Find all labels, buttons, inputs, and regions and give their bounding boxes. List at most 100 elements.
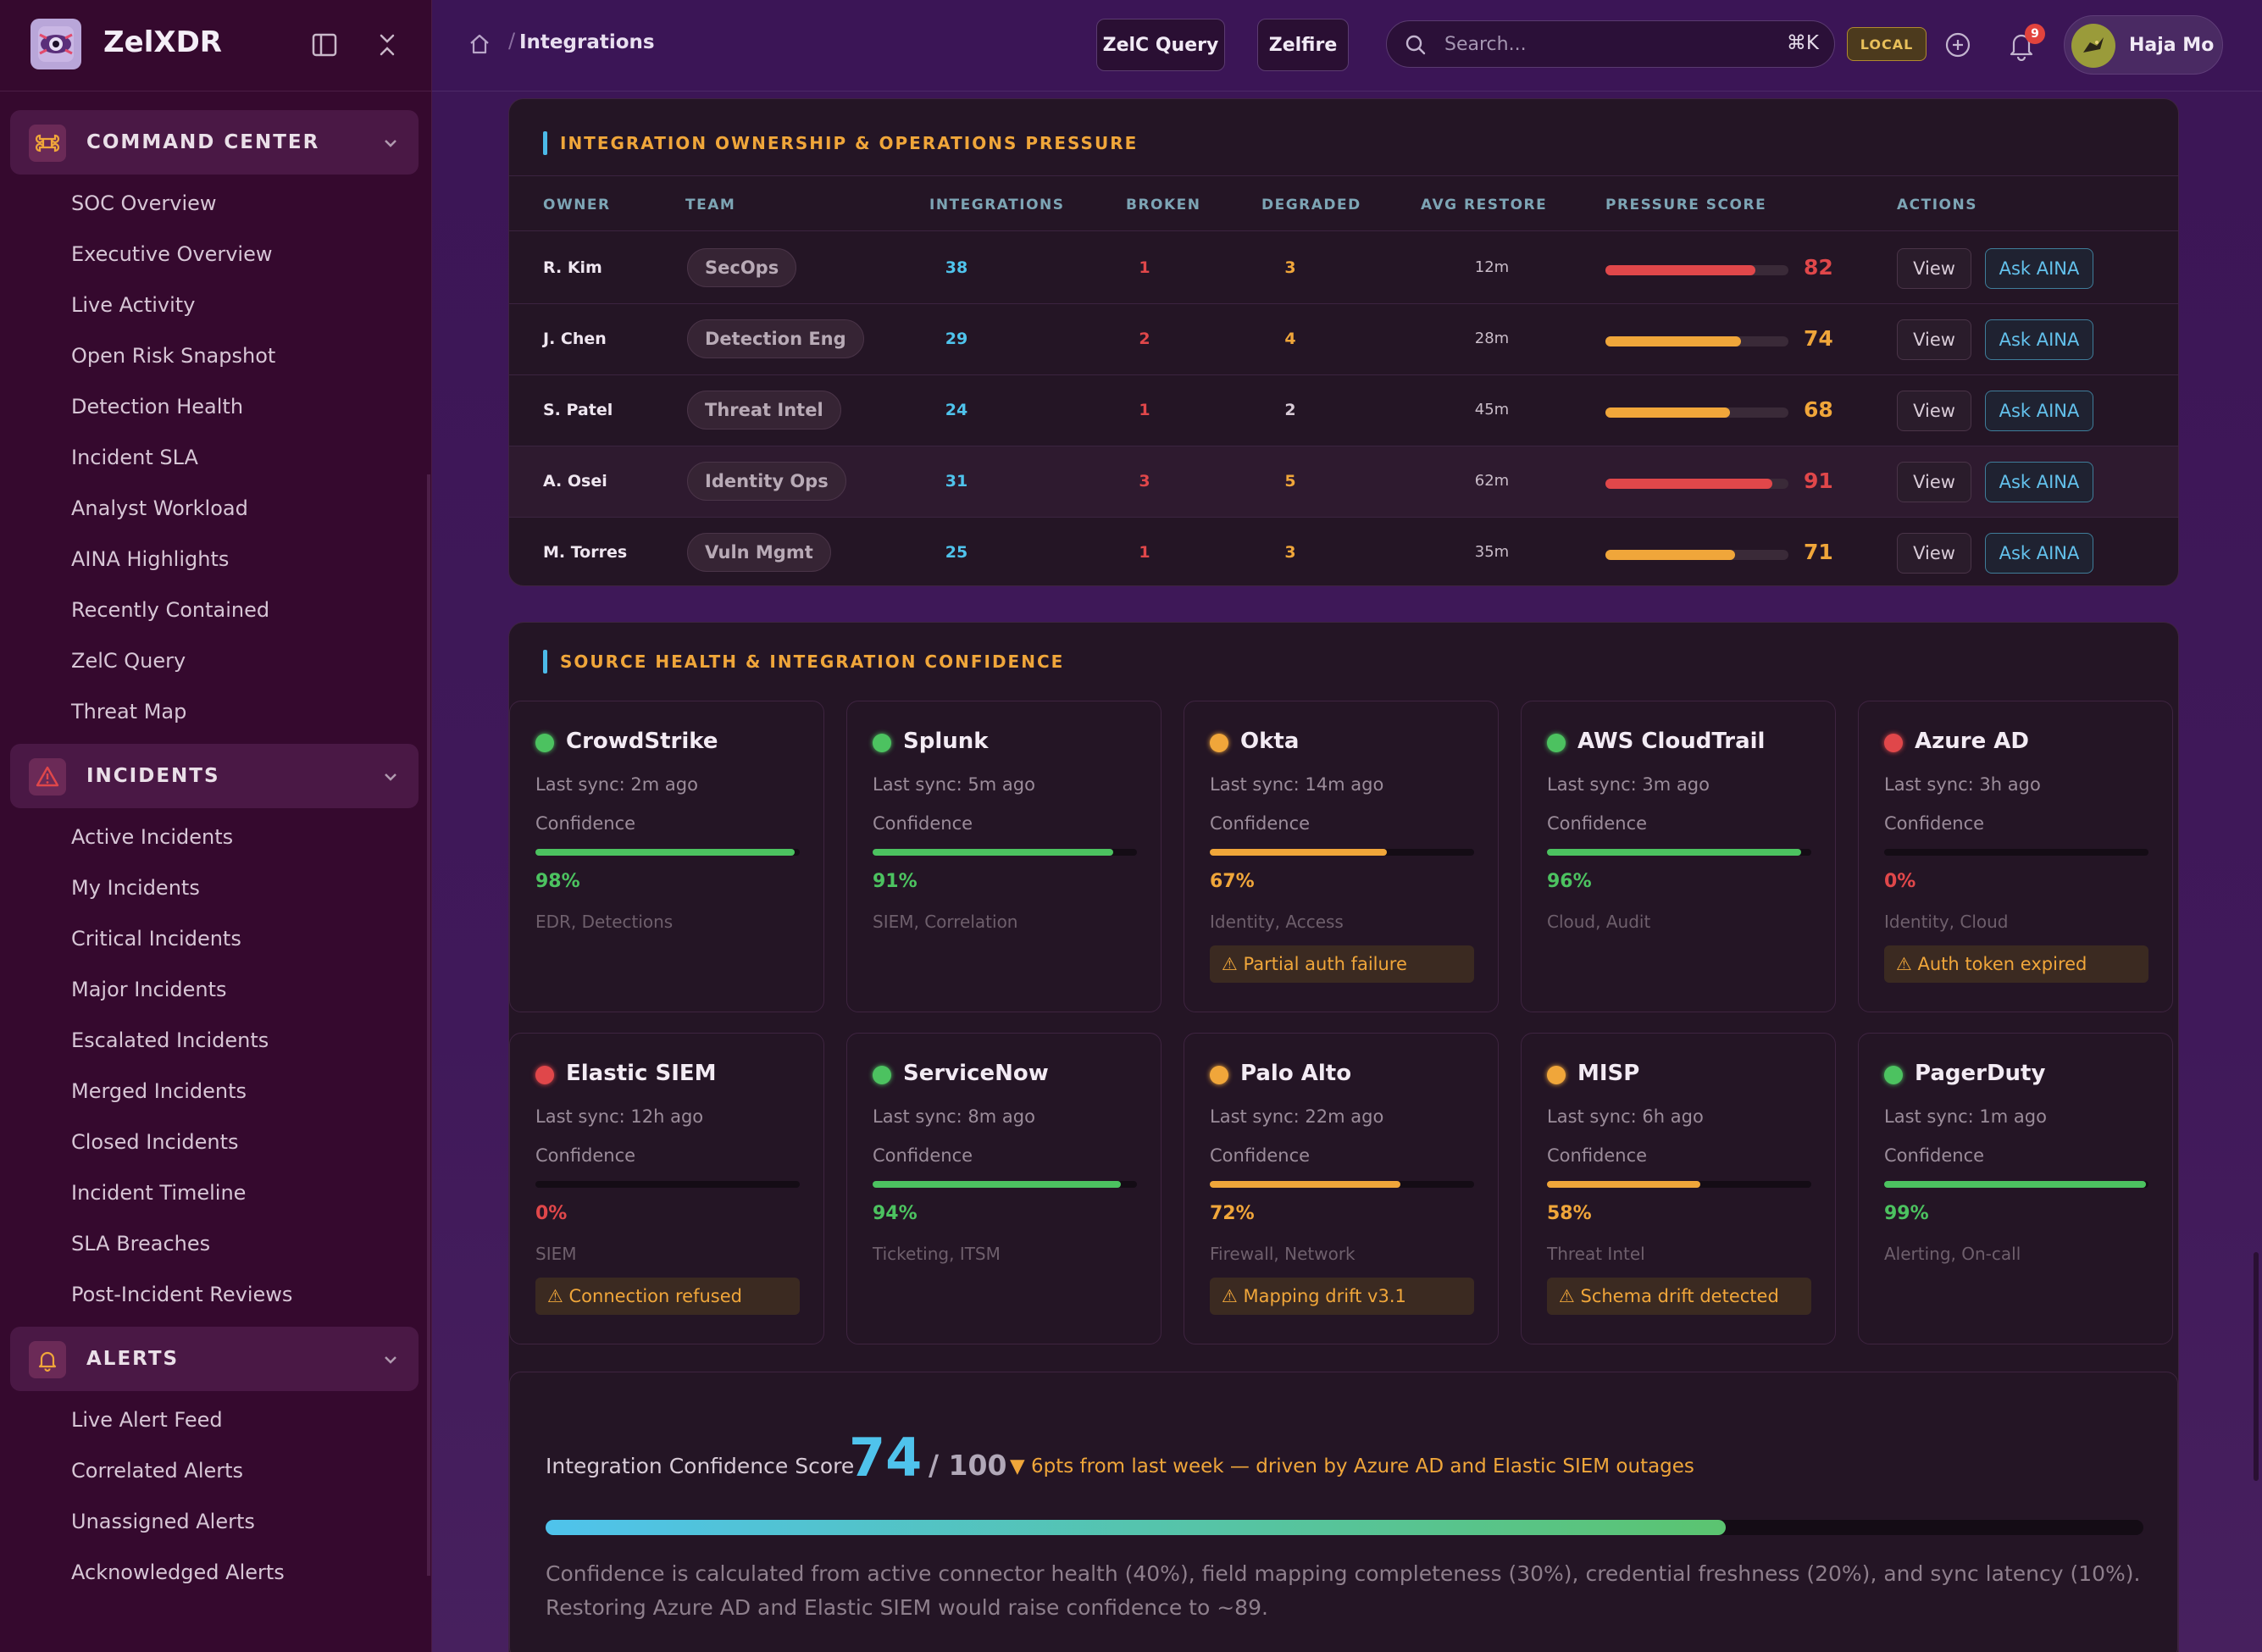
chevron-down-icon[interactable] <box>381 768 400 786</box>
sidebar-item-critical-incidents[interactable]: Critical Incidents <box>71 927 241 951</box>
source-card[interactable]: Splunk Last sync: 5m ago Confidence 91% SIEM… <box>846 701 1161 1012</box>
table-row[interactable]: S. Patel Threat Intel 24 1 2 45m 68 View Ask AIN… <box>509 375 2178 446</box>
pressure-bar-fill <box>1605 336 1741 346</box>
main-scrollbar[interactable] <box>2254 1252 2259 1481</box>
search-input[interactable]: Search... ⌘K <box>1386 20 1835 68</box>
nav-section-alerts[interactable]: ALERTS <box>10 1327 419 1391</box>
home-icon[interactable] <box>468 32 491 56</box>
sidebar-item-escalated-incidents[interactable]: Escalated Incidents <box>71 1028 269 1052</box>
source-card[interactable]: ServiceNow Last sync: 8m ago Confidence 94%… <box>846 1033 1161 1344</box>
ask-aina-button[interactable]: Ask AINA <box>1985 462 2093 502</box>
add-icon[interactable] <box>1943 30 1972 59</box>
sidebar-item-sla-breaches[interactable]: SLA Breaches <box>71 1232 211 1256</box>
source-tags: Cloud, Audit <box>1547 912 1651 932</box>
sidebar-item-live-activity[interactable]: Live Activity <box>71 293 196 317</box>
chevron-down-icon[interactable] <box>381 134 400 152</box>
sidebar-item-acknowledged-alerts[interactable]: Acknowledged Alerts <box>71 1561 285 1584</box>
brand-logo-icon[interactable] <box>30 19 81 69</box>
column-header-integrations[interactable]: INTEGRATIONS <box>929 197 1065 213</box>
confidence-label: Confidence <box>1210 1145 1311 1166</box>
nav-section-label: COMMAND CENTER <box>86 131 320 153</box>
sidebar-item-unassigned-alerts[interactable]: Unassigned Alerts <box>71 1510 255 1533</box>
ask-aina-button[interactable]: Ask AINA <box>1985 248 2093 289</box>
sidebar-item-my-incidents[interactable]: My Incidents <box>71 876 200 900</box>
table-row[interactable]: M. Torres Vuln Mgmt 25 1 3 35m 71 View Ask AINA <box>509 518 2178 589</box>
source-card[interactable]: CrowdStrike Last sync: 2m ago Confidence 98… <box>509 701 824 1012</box>
warning-banner: ⚠ Mapping drift v3.1 <box>1210 1278 1474 1315</box>
nav-section-command-center[interactable]: COMMAND CENTER <box>10 110 419 175</box>
notifications-bell-icon[interactable] <box>2006 29 2037 62</box>
broken-count: 1 <box>1139 258 1150 277</box>
brand-name: ZelXDR <box>103 25 222 59</box>
table-row[interactable]: A. Osei Identity Ops 31 3 5 62m 91 View Ask AINA <box>509 446 2178 518</box>
chevron-down-icon[interactable] <box>381 1350 400 1369</box>
confidence-percent: 0% <box>1884 871 1916 892</box>
view-button[interactable]: View <box>1897 319 1971 360</box>
view-button[interactable]: View <box>1897 391 1971 431</box>
integrations-count: 38 <box>945 258 968 277</box>
team-badge: Detection Eng <box>687 319 864 358</box>
ask-aina-button[interactable]: Ask AINA <box>1985 319 2093 360</box>
column-header-broken[interactable]: BROKEN <box>1126 197 1201 213</box>
source-card[interactable]: Elastic SIEM Last sync: 12h ago Confidence… <box>509 1033 824 1344</box>
sidebar-item-major-incidents[interactable]: Major Incidents <box>71 978 227 1001</box>
source-tags: SIEM <box>535 1244 577 1264</box>
ask-aina-button[interactable]: Ask AINA <box>1985 391 2093 431</box>
source-card[interactable]: Okta Last sync: 14m ago Confidence 67% Ident… <box>1184 701 1499 1012</box>
sidebar-scrollbar[interactable] <box>427 474 430 1576</box>
pressure-bar-fill <box>1605 265 1756 275</box>
column-header-team[interactable]: TEAM <box>685 197 736 213</box>
zelfire-button[interactable]: Zelfire <box>1257 19 1349 71</box>
view-button[interactable]: View <box>1897 462 1971 502</box>
sidebar-item-correlated-alerts[interactable]: Correlated Alerts <box>71 1459 244 1483</box>
zelc-query-button[interactable]: ZelC Query <box>1096 19 1225 71</box>
sidebar-item-recently-contained[interactable]: Recently Contained <box>71 598 270 622</box>
team-badge: SecOps <box>687 248 797 287</box>
column-header-pressure-score[interactable]: PRESSURE SCORE <box>1605 197 1767 213</box>
collapse-icon[interactable] <box>373 30 402 59</box>
sidebar-item-closed-incidents[interactable]: Closed Incidents <box>71 1130 239 1154</box>
integrations-count: 25 <box>945 543 968 562</box>
sidebar-item-threat-map[interactable]: Threat Map <box>71 700 187 723</box>
column-header-owner[interactable]: OWNER <box>543 197 611 213</box>
source-card[interactable]: MISP Last sync: 6h ago Confidence 58% Threat… <box>1521 1033 1836 1344</box>
sidebar-item-soc-overview[interactable]: SOC Overview <box>71 191 217 215</box>
confidence-label: Confidence <box>535 1145 636 1166</box>
table-row[interactable]: R. Kim SecOps 38 1 3 12m 82 View Ask AINA <box>509 233 2178 304</box>
owner-name: J. Chen <box>543 330 607 348</box>
sidebar-item-post-incident-reviews[interactable]: Post-Incident Reviews <box>71 1283 293 1306</box>
last-sync: Last sync: 5m ago <box>873 774 1035 795</box>
user-menu[interactable]: Haja Mo <box>2064 15 2223 75</box>
sidebar-toggle-icon[interactable] <box>310 30 339 59</box>
column-header-avg-restore[interactable]: AVG RESTORE <box>1421 197 1548 213</box>
sidebar-item-open-risk-snapshot[interactable]: Open Risk Snapshot <box>71 344 276 368</box>
sidebar-item-incident-timeline[interactable]: Incident Timeline <box>71 1181 247 1205</box>
avg-restore: 12m <box>1474 258 1510 276</box>
sidebar-item-analyst-workload[interactable]: Analyst Workload <box>71 496 248 520</box>
nav-section-incidents[interactable]: INCIDENTS <box>10 744 419 808</box>
sidebar-item-live-alert-feed[interactable]: Live Alert Feed <box>71 1408 223 1432</box>
sidebar-item-zelc-query[interactable]: ZelC Query <box>71 649 186 673</box>
sidebar-item-active-incidents[interactable]: Active Incidents <box>71 825 234 849</box>
sidebar-item-executive-overview[interactable]: Executive Overview <box>71 242 273 266</box>
sidebar-item-merged-incidents[interactable]: Merged Incidents <box>71 1079 247 1103</box>
source-card[interactable]: AWS CloudTrail Last sync: 3m ago Confidenc… <box>1521 701 1836 1012</box>
sidebar-item-aina-highlights[interactable]: AINA Highlights <box>71 547 230 571</box>
sidebar-item-detection-health[interactable]: Detection Health <box>71 395 244 419</box>
confidence-bar-fill <box>1547 1181 1700 1188</box>
broken-count: 1 <box>1139 543 1150 562</box>
warning-banner: ⚠ Connection refused <box>535 1278 800 1315</box>
warning-banner: ⚠ Partial auth failure <box>1210 945 1474 983</box>
broken-count: 1 <box>1139 401 1150 419</box>
ask-aina-button[interactable]: Ask AINA <box>1985 533 2093 574</box>
search-shortcut: ⌘K <box>1786 32 1819 54</box>
source-card[interactable]: Azure AD Last sync: 3h ago Confidence 0% Ide… <box>1858 701 2173 1012</box>
column-header-degraded[interactable]: DEGRADED <box>1261 197 1361 213</box>
source-card[interactable]: Palo Alto Last sync: 22m ago Confidence 72%… <box>1184 1033 1499 1344</box>
sidebar-item-incident-sla[interactable]: Incident SLA <box>71 446 198 469</box>
view-button[interactable]: View <box>1897 248 1971 289</box>
source-tags: EDR, Detections <box>535 912 674 932</box>
source-card[interactable]: PagerDuty Last sync: 1m ago Confidence 99% A… <box>1858 1033 2173 1344</box>
table-row[interactable]: J. Chen Detection Eng 29 2 4 28m 74 View Ask AIN… <box>509 304 2178 375</box>
view-button[interactable]: View <box>1897 533 1971 574</box>
